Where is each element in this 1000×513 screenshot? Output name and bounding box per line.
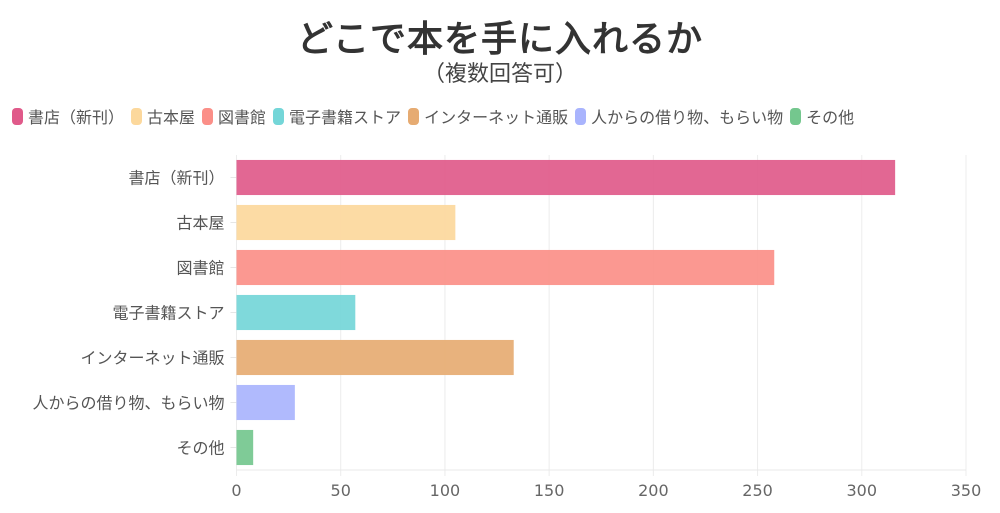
legend-swatch	[575, 107, 587, 125]
category-label: インターネット通販	[80, 349, 224, 368]
bar[interactable]	[236, 384, 295, 421]
x-tick-label: 150	[534, 481, 565, 500]
legend-label: 書店（新刊）	[28, 108, 125, 127]
legend-swatch	[790, 107, 802, 125]
legend-item[interactable]: 人からの借り物、もらい物	[575, 104, 783, 128]
bar[interactable]	[236, 429, 254, 466]
legend-swatch	[408, 107, 420, 125]
bar[interactable]	[236, 339, 514, 376]
x-tick-label: 300	[847, 481, 878, 500]
x-tick-label: 200	[638, 481, 669, 500]
legend-item[interactable]: 電子書籍ストア	[273, 104, 401, 128]
legend-label: 図書館	[218, 108, 267, 127]
legend: 書店（新刊） 古本屋 図書館 電子書籍ストア インターネット通販 人からの借り物、もらい物…	[12, 104, 861, 128]
legend-item[interactable]: 古本屋	[131, 104, 195, 128]
legend-swatch	[131, 107, 143, 125]
category-label: 図書館	[176, 259, 224, 278]
bar[interactable]	[236, 249, 775, 286]
legend-swatch	[202, 107, 214, 125]
chart-subtitle: （複数回答可）	[422, 62, 577, 87]
category-label: 書店（新刊）	[128, 169, 224, 188]
x-tick-label: 100	[430, 481, 461, 500]
bar[interactable]	[236, 294, 356, 331]
chart-title: どこで本を手に入れるか	[297, 19, 703, 60]
category-label: 人からの借り物、もらい物	[32, 394, 224, 413]
category-label: その他	[176, 439, 224, 458]
legend-item[interactable]: 図書館	[202, 104, 266, 128]
x-tick-label: 350	[951, 481, 982, 500]
bar[interactable]	[236, 204, 456, 241]
x-tick-label: 50	[331, 481, 351, 500]
legend-item[interactable]: その他	[790, 104, 854, 128]
legend-item[interactable]: 書店（新刊）	[12, 104, 124, 128]
legend-label: 電子書籍ストア	[289, 108, 402, 127]
category-label: 古本屋	[176, 214, 224, 233]
legend-label: その他	[806, 108, 855, 127]
legend-label: インターネット通販	[424, 108, 569, 127]
legend-item[interactable]: インターネット通販	[408, 104, 568, 128]
legend-label: 人からの借り物、もらい物	[591, 108, 784, 127]
legend-label: 古本屋	[147, 108, 196, 127]
legend-swatch	[12, 107, 23, 125]
legend-swatch	[273, 107, 285, 125]
x-tick-label: 250	[742, 481, 773, 500]
bar[interactable]	[236, 159, 896, 196]
x-tick-label: 0	[231, 481, 241, 500]
category-label: 電子書籍ストア	[112, 304, 224, 323]
